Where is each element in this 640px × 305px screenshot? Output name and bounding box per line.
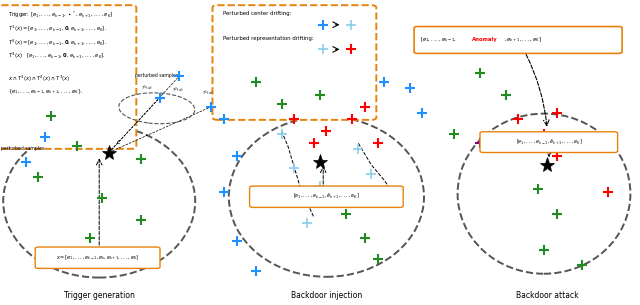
Text: perturbed samples: perturbed samples bbox=[1, 146, 44, 151]
Ellipse shape bbox=[229, 117, 424, 277]
Text: Perturbed center drifting:: Perturbed center drifting: bbox=[223, 11, 291, 16]
Text: Backdoor attack: Backdoor attack bbox=[516, 290, 579, 300]
Text: $c$: $c$ bbox=[116, 138, 122, 146]
Text: $T^1(x)=[e_1,...,e_{k-1},\mathbf{0},e_{k+1},...,e_K].$: $T^1(x)=[e_1,...,e_{k-1},\mathbf{0},e_{k… bbox=[8, 24, 107, 34]
Text: $,e_{k+1},...,e_K]$: $,e_{k+1},...,e_K]$ bbox=[504, 35, 542, 44]
FancyBboxPatch shape bbox=[212, 5, 376, 120]
FancyBboxPatch shape bbox=[480, 132, 618, 152]
Text: Trigger generation: Trigger generation bbox=[64, 290, 134, 300]
Text: $[e_1,...,e_{k-1},\hat{e}_{k+1},...,e_K]$: $[e_1,...,e_{k-1},\hat{e}_{k+1},...,e_K]… bbox=[293, 192, 360, 201]
Text: $x=[e_1,...,e_{k-1},e_k,e_{k+1},...,e_K]$: $x=[e_1,...,e_{k-1},e_k,e_{k+1},...,e_K]… bbox=[56, 253, 140, 262]
Text: perturbed samples: perturbed samples bbox=[135, 73, 179, 78]
Text: $x\cap T^1(x)\cap T^2(x)\cap T^3(x)$: $x\cap T^1(x)\cap T^2(x)\cap T^3(x)$ bbox=[8, 74, 70, 84]
Text: $\{e_1,...,e_{k-1},e_{k+1},...,e_K\}.$: $\{e_1,...,e_{k-1},e_{k+1},...,e_K\}.$ bbox=[8, 87, 83, 96]
FancyBboxPatch shape bbox=[0, 5, 136, 149]
Text: Backdoor injection: Backdoor injection bbox=[291, 290, 362, 300]
Text: Anomaly: Anomaly bbox=[472, 37, 497, 42]
Text: $T^1(x)$: $T^1(x)$ bbox=[202, 89, 214, 98]
FancyBboxPatch shape bbox=[250, 186, 403, 207]
FancyBboxPatch shape bbox=[35, 247, 160, 268]
Ellipse shape bbox=[458, 113, 630, 274]
Text: $[e_1,...,e_{k-1},\hat{e}_{k+1},...,e_K]$: $[e_1,...,e_{k-1},\hat{e}_{k+1},...,e_K]… bbox=[516, 138, 582, 147]
Ellipse shape bbox=[3, 125, 195, 278]
Text: $T^1(x)$: $T^1(x)$ bbox=[141, 84, 153, 93]
FancyBboxPatch shape bbox=[414, 27, 622, 53]
Text: Perturbed representation drifting:: Perturbed representation drifting: bbox=[223, 36, 314, 41]
Text: $T^2(x)=[e_1,...,e_{k-1},\mathbf{0},e_{k+1},...,e_K].$: $T^2(x)=[e_1,...,e_{k-1},\mathbf{0},e_{k… bbox=[8, 37, 107, 48]
Text: Trigger: $[e_1,...,e_{k-1},\bullet^*,e_{k+1},...,e_K]$: Trigger: $[e_1,...,e_{k-1},\bullet^*,e_{… bbox=[8, 10, 113, 20]
Text: $T^3(x)\ \ \ [e_1,...,e_{k-1},\mathbf{0},e_{k+1},...,e_K].$: $T^3(x)\ \ \ [e_1,...,e_{k-1},\mathbf{0}… bbox=[8, 51, 106, 61]
Text: $[e_1,...,e_{k-1},$: $[e_1,...,e_{k-1},$ bbox=[420, 35, 456, 44]
Text: $T^2(x)$: $T^2(x)$ bbox=[172, 86, 184, 95]
